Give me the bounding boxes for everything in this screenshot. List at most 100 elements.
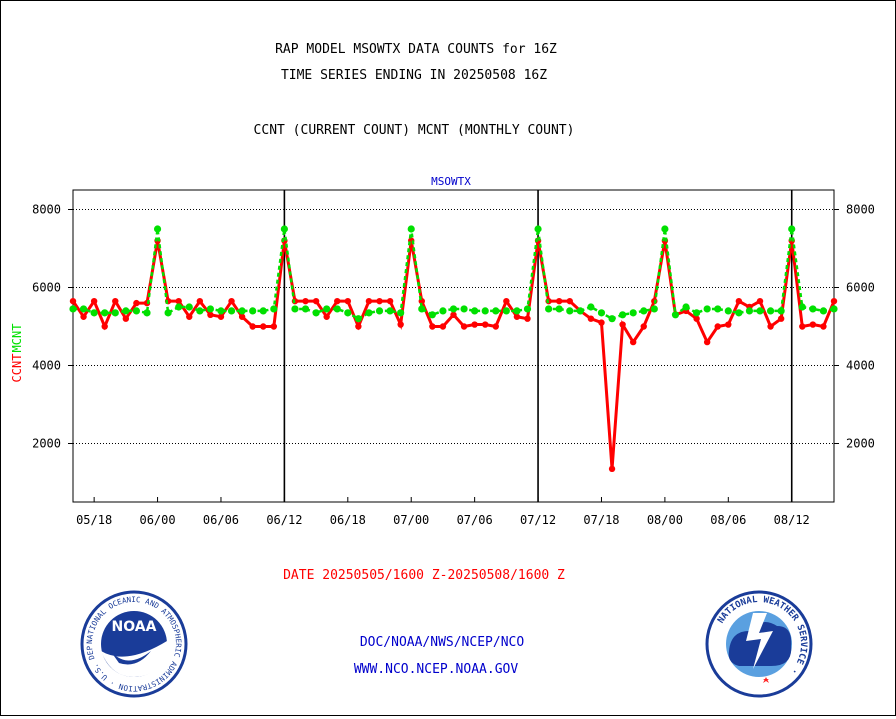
ccnt-point bbox=[513, 313, 521, 320]
ccnt-point bbox=[133, 299, 140, 307]
ccnt-point bbox=[460, 323, 468, 330]
ccnt-point bbox=[323, 313, 330, 320]
noaa-logo: NATIONAL OCEANIC AND ATMOSPHERIC ADMINIS… bbox=[0, 0, 188, 698]
ccnt-point bbox=[809, 321, 817, 328]
mcnt-point bbox=[291, 305, 299, 313]
ccnt-point bbox=[450, 311, 457, 318]
mcnt-point bbox=[280, 225, 288, 233]
ccnt-point bbox=[598, 319, 605, 326]
mcnt-point bbox=[270, 305, 278, 313]
y-tick-label-right: 2000 bbox=[846, 437, 875, 451]
mcnt-point bbox=[206, 305, 215, 313]
mcnt-point bbox=[523, 305, 532, 313]
ccnt-point bbox=[302, 297, 309, 305]
mcnt-point bbox=[788, 225, 796, 233]
x-tick-label: 06/12 bbox=[266, 513, 302, 527]
mcnt-point bbox=[830, 305, 838, 313]
ccnt-point bbox=[334, 297, 341, 305]
mcnt-point bbox=[111, 309, 119, 317]
mcnt-point bbox=[312, 309, 320, 317]
mcnt-point bbox=[153, 225, 162, 233]
mcnt-point bbox=[682, 303, 690, 311]
x-tick-label: 07/06 bbox=[457, 513, 493, 527]
x-tick-label: 07/00 bbox=[393, 513, 429, 527]
ccnt-point bbox=[376, 297, 383, 305]
mcnt-point bbox=[407, 225, 415, 233]
mcnt-point bbox=[703, 305, 711, 313]
mcnt-point bbox=[259, 307, 267, 315]
mcnt-point bbox=[608, 315, 616, 323]
mcnt-point bbox=[587, 303, 595, 311]
ccnt-point bbox=[830, 297, 838, 305]
ccnt-point bbox=[640, 323, 647, 330]
mcnt-point bbox=[344, 309, 352, 317]
y-tick-label-right: 4000 bbox=[846, 359, 875, 373]
link-doc-noaa[interactable]: DOC/NOAA/NWS/NCEP/NCO bbox=[360, 635, 525, 650]
ccnt-point bbox=[365, 297, 373, 305]
link-nco-website[interactable]: WWW.NCO.NCEP.NOAA.GOV bbox=[354, 662, 519, 677]
mcnt-point bbox=[513, 307, 521, 315]
ccnt-point bbox=[429, 323, 436, 330]
mcnt-point bbox=[333, 305, 341, 313]
ccnt-point bbox=[238, 313, 246, 320]
mcnt-point bbox=[714, 305, 722, 313]
mcnt-point bbox=[449, 305, 458, 313]
ccnt-point bbox=[482, 321, 489, 328]
mcnt-point bbox=[418, 305, 426, 313]
ccnt-point bbox=[735, 297, 743, 305]
y-tick-label-left: 2000 bbox=[32, 437, 61, 451]
ccnt-point bbox=[355, 323, 362, 330]
mcnt-point bbox=[238, 307, 246, 315]
y-tick-label-left: 8000 bbox=[32, 203, 61, 217]
mcnt-point bbox=[397, 309, 405, 317]
mcnt-point bbox=[745, 307, 754, 315]
mcnt-point bbox=[809, 305, 817, 313]
mcnt-point bbox=[79, 305, 88, 313]
x-tick-label: 05/18 bbox=[76, 513, 112, 527]
ccnt-point bbox=[503, 297, 510, 305]
ccnt-point bbox=[820, 323, 827, 330]
mcnt-point bbox=[164, 309, 172, 317]
x-tick-label: 07/12 bbox=[520, 513, 556, 527]
ccnt-point bbox=[703, 338, 711, 346]
title-line-1: RAP MODEL MSOWTX DATA COUNTS for 16Z bbox=[275, 42, 557, 57]
ccnt-point bbox=[587, 315, 595, 322]
mcnt-point bbox=[428, 311, 436, 319]
mcnt-point bbox=[777, 307, 785, 315]
mcnt-point bbox=[132, 307, 141, 315]
ccnt-point bbox=[260, 323, 267, 330]
mcnt-point bbox=[217, 307, 225, 315]
mcnt-point bbox=[365, 309, 373, 317]
ccnt-point bbox=[69, 297, 77, 305]
ccnt-point bbox=[767, 323, 774, 330]
ccnt-point bbox=[693, 315, 700, 322]
y-tick-label-left: 6000 bbox=[32, 281, 61, 295]
mcnt-point bbox=[597, 309, 606, 317]
mcnt-point bbox=[227, 307, 236, 315]
mcnt-point bbox=[471, 307, 479, 315]
ccnt-point bbox=[756, 297, 764, 305]
ccnt-point bbox=[524, 315, 531, 322]
ccnt-point bbox=[122, 315, 130, 322]
title-line-2: TIME SERIES ENDING IN 20250508 16Z bbox=[281, 68, 547, 83]
ccnt-point bbox=[312, 297, 320, 305]
x-tick-label: 08/12 bbox=[774, 513, 810, 527]
x-tick-label: 08/06 bbox=[710, 513, 746, 527]
mcnt-point bbox=[386, 307, 394, 315]
mcnt-point bbox=[460, 305, 468, 313]
date-range-label: DATE 20250505/1600 Z-20250508/1600 Z bbox=[283, 568, 565, 583]
mcnt-point bbox=[249, 307, 257, 315]
x-tick-label: 06/00 bbox=[139, 513, 175, 527]
mcnt-point bbox=[640, 307, 648, 315]
ccnt-point bbox=[386, 297, 394, 305]
mcnt-point bbox=[545, 305, 553, 313]
mcnt-point bbox=[122, 307, 130, 315]
mcnt-point bbox=[481, 307, 489, 315]
mcnt-point bbox=[661, 225, 669, 233]
mcnt-point bbox=[576, 307, 584, 315]
mcnt-point bbox=[492, 307, 500, 315]
ccnt-point bbox=[217, 313, 225, 320]
ccnt-point bbox=[186, 313, 193, 320]
y-tick-label-right: 6000 bbox=[846, 281, 875, 295]
